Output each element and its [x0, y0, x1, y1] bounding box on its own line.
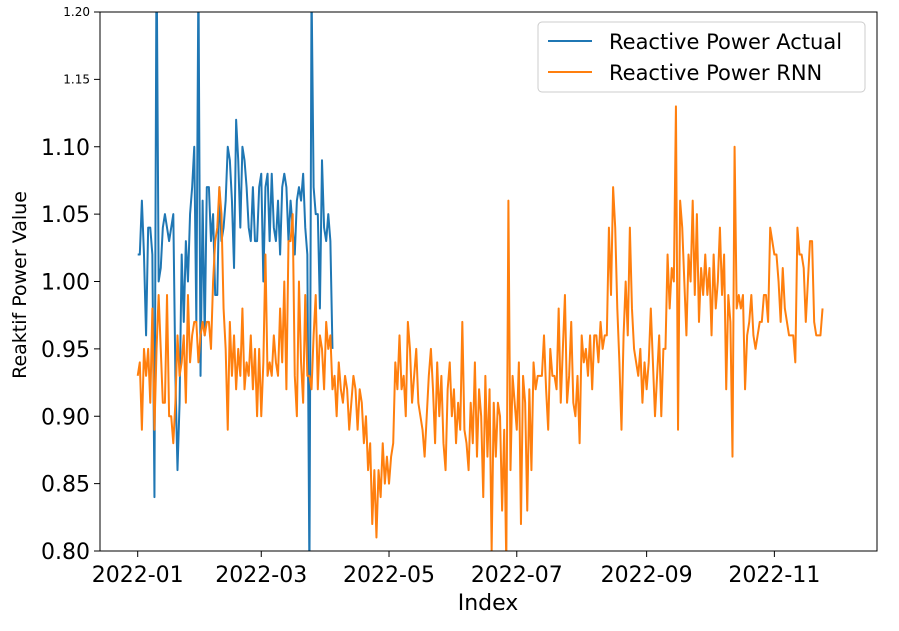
y-axis-label: Reaktif Power Value [9, 191, 31, 379]
y-tick-label: 1.00 [41, 271, 90, 296]
x-tick-label: 2022-01 [92, 563, 184, 588]
y-tick-label: 1.15 [63, 72, 90, 86]
x-tick-label: 2022-07 [471, 563, 563, 588]
series-layer [136, 12, 824, 551]
y-tick-label: 0.80 [41, 540, 90, 565]
x-tick-label: 2022-03 [215, 563, 307, 588]
legend-label-rnn: Reactive Power RNN [609, 61, 822, 85]
x-tick-label: 2022-05 [343, 563, 435, 588]
y-tick-label: 1.20 [63, 5, 90, 19]
y-tick-label: 0.85 [41, 473, 90, 498]
y-tick-label: 1.10 [41, 136, 90, 161]
legend-label-actual: Reactive Power Actual [609, 30, 842, 54]
y-tick-label: 0.95 [41, 338, 90, 363]
series-line-actual [137, 12, 334, 551]
tick-layer: 2022-01 2022-03 2022-05 2022-07 2022-09 2022-… [41, 5, 820, 588]
x-tick-label: 2022-11 [728, 563, 820, 588]
series-line-rnn [136, 105, 824, 551]
legend-box [537, 21, 866, 93]
plot-area-frame [99, 11, 878, 552]
y-tick-label: 1.05 [41, 203, 90, 228]
x-axis-label: Index [458, 591, 519, 616]
legend: Reactive Power Actual Reactive Power RNN [537, 21, 866, 93]
x-tick-label: 2022-09 [601, 563, 693, 588]
y-tick-label: 0.90 [41, 405, 90, 430]
